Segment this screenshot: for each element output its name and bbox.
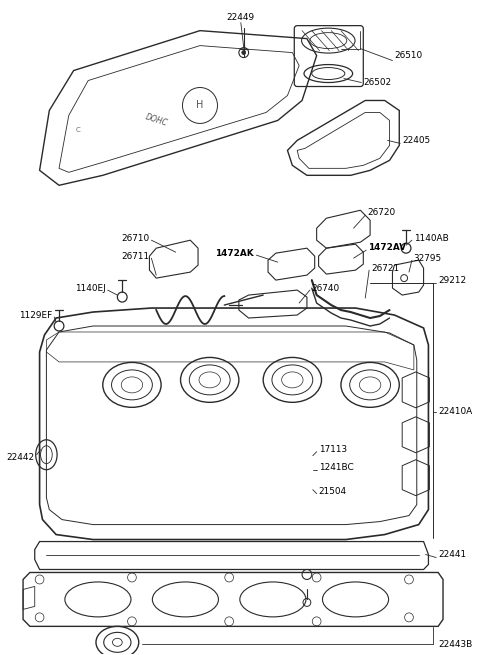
Text: 17113: 17113 — [319, 445, 347, 454]
Text: 26510: 26510 — [395, 51, 422, 60]
Text: 1129EF: 1129EF — [19, 310, 52, 320]
Text: 22443B: 22443B — [438, 640, 472, 649]
Text: 26710: 26710 — [121, 234, 149, 243]
Text: 1241BC: 1241BC — [319, 463, 353, 472]
Text: 32795: 32795 — [414, 253, 442, 263]
Text: 22410A: 22410A — [438, 407, 472, 417]
Text: 22405: 22405 — [402, 136, 430, 145]
Text: 26711: 26711 — [121, 252, 149, 261]
Circle shape — [242, 50, 246, 54]
Text: 22441: 22441 — [438, 550, 466, 559]
Text: 26502: 26502 — [363, 78, 391, 87]
Text: 1472AV: 1472AV — [368, 242, 406, 252]
Text: 26720: 26720 — [367, 208, 396, 217]
Text: 21504: 21504 — [319, 487, 347, 496]
Text: 1472AK: 1472AK — [215, 249, 253, 257]
Text: C: C — [76, 128, 81, 134]
Text: 1140AB: 1140AB — [414, 234, 449, 243]
Text: DOHC: DOHC — [144, 113, 168, 128]
Text: H: H — [196, 100, 204, 111]
Text: 29212: 29212 — [438, 276, 466, 285]
Text: 22442: 22442 — [7, 453, 35, 462]
Text: 22449: 22449 — [227, 13, 255, 22]
Text: 26721: 26721 — [371, 263, 399, 272]
Text: 1140EJ: 1140EJ — [75, 284, 106, 293]
Text: 26740: 26740 — [312, 284, 340, 293]
